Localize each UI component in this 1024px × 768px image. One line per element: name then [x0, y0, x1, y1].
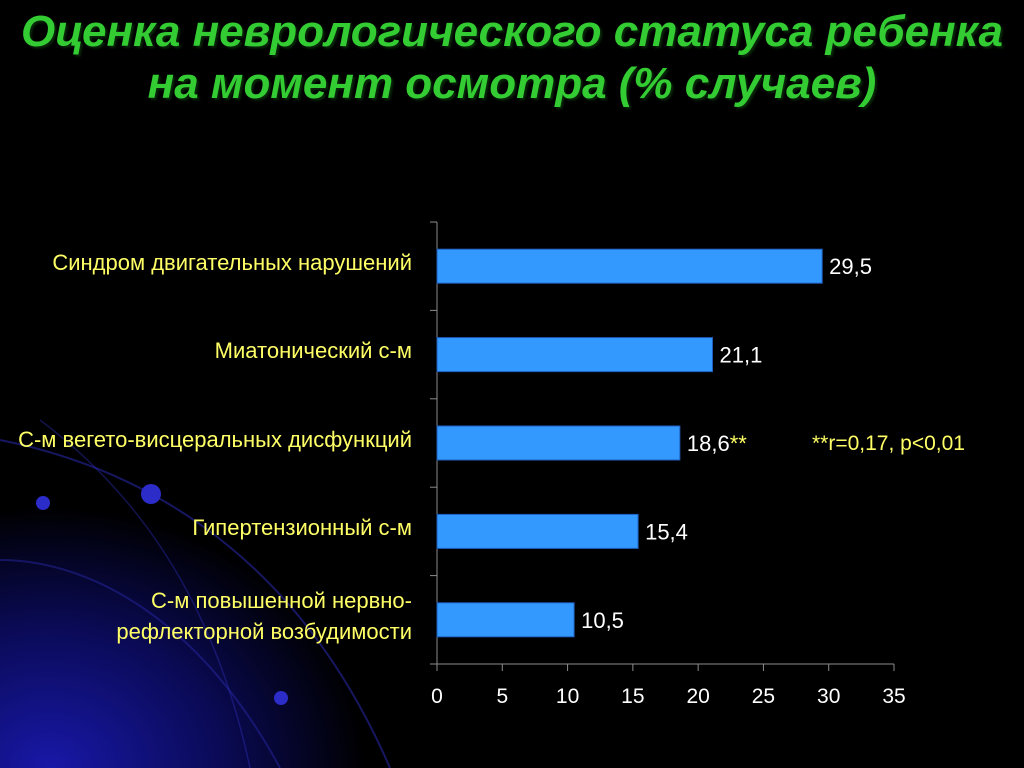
x-tick-label: 15	[621, 685, 644, 708]
x-tick-label: 35	[882, 685, 905, 708]
category-label: Синдром двигательных нарушений	[52, 249, 412, 275]
bar	[436, 337, 714, 373]
data-label: 15,4	[645, 519, 688, 544]
chart-title: Оценка неврологического статуса ребенка …	[21, 7, 1003, 108]
bar	[436, 248, 823, 284]
correlation-note: **r=0,17, p<0,01	[812, 432, 965, 455]
x-tick-label: 20	[686, 685, 709, 708]
data-label: 10,5	[581, 608, 624, 633]
bar	[436, 602, 575, 638]
x-tick-label: 0	[431, 685, 443, 708]
x-tick-label: 25	[752, 685, 775, 708]
data-label: 29,5	[829, 254, 872, 279]
category-label: Гипертензионный с-м	[192, 514, 412, 540]
category-label: С-м повышенной нервно-рефлекторной возбу…	[116, 587, 412, 644]
data-label: 18,6**	[687, 431, 747, 456]
bar	[436, 425, 681, 461]
x-tick-label: 30	[817, 685, 840, 708]
category-label: Миатонический с-м	[214, 338, 412, 364]
bar	[436, 513, 639, 549]
data-label: 21,1	[720, 343, 763, 368]
significance-mark: **	[730, 431, 748, 456]
x-tick-label: 10	[556, 685, 579, 708]
x-tick-label: 5	[496, 685, 508, 708]
category-label: С-м вегето-висцеральных дисфункций	[18, 426, 412, 452]
